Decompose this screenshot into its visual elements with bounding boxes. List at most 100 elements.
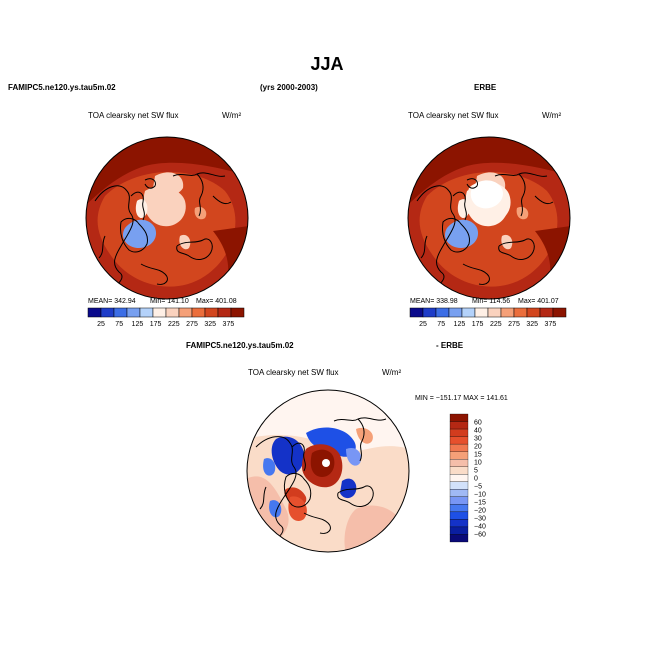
region-north-edge bbox=[86, 137, 248, 206]
colorbar-box bbox=[230, 307, 245, 318]
colorbar-box bbox=[449, 443, 469, 452]
colorbar-tick-label: 125 bbox=[454, 321, 466, 328]
region-blue-far-west bbox=[263, 458, 276, 476]
panel2-mean: MEAN= 338.98 bbox=[410, 298, 458, 305]
coastline-east-1 bbox=[357, 418, 365, 462]
colorbar-tick-label: 30 bbox=[474, 436, 482, 443]
region-red-streak-2 bbox=[288, 496, 307, 521]
coastline-northeast bbox=[534, 195, 554, 205]
left-model-header: FAMIPC5.ne120.ys.tau5m.02 bbox=[8, 83, 116, 92]
panel1-units: W/m² bbox=[222, 111, 242, 120]
colorbar-box bbox=[139, 307, 154, 318]
colorbar-tick-label: 0 bbox=[474, 476, 478, 483]
colorbar-box bbox=[449, 481, 469, 490]
colorbar-box bbox=[474, 307, 489, 318]
colorbar-tick-label: −20 bbox=[474, 508, 486, 515]
diff-model-header: FAMIPC5.ne120.ys.tau5m.02 bbox=[186, 341, 294, 350]
colorbar-tick-label: −40 bbox=[474, 524, 486, 531]
region-blue-southwest bbox=[269, 500, 282, 518]
years-header: (yrs 2000-2003) bbox=[260, 83, 318, 92]
panel1-max: Max= 401.08 bbox=[196, 298, 237, 305]
colorbar-box bbox=[449, 428, 469, 437]
colorbar-tick-label: 25 bbox=[419, 321, 427, 328]
region-arctic bbox=[143, 187, 186, 227]
colorbar-box bbox=[449, 451, 469, 460]
region-north-edge bbox=[408, 137, 570, 206]
polar-gap bbox=[322, 459, 330, 467]
region-blue-west bbox=[271, 436, 305, 475]
colorbar-tick-label: 20 bbox=[474, 444, 482, 451]
colorbar-box bbox=[449, 436, 469, 445]
coastline-greenland bbox=[442, 217, 470, 253]
panel3-polar-map bbox=[246, 389, 410, 553]
panel2-units: W/m² bbox=[542, 111, 562, 120]
panel1-title: TOA clearsky net SW flux bbox=[88, 111, 179, 120]
region-patch-south bbox=[501, 234, 513, 250]
coastline-south bbox=[462, 263, 490, 285]
coastline-west bbox=[255, 436, 297, 540]
colorbar-tick-label: 275 bbox=[508, 321, 520, 328]
colorbar-tick-label: −10 bbox=[474, 492, 486, 499]
colorbar-box bbox=[449, 413, 469, 422]
diff-obs-header: - ERBE bbox=[436, 341, 464, 350]
colorbar-box bbox=[178, 307, 193, 318]
panel1-mean: MEAN= 342.94 bbox=[88, 298, 136, 305]
coastline-west bbox=[94, 185, 134, 287]
colorbar-box bbox=[539, 307, 554, 318]
colorbar-tick-label: 75 bbox=[437, 321, 445, 328]
colorbar-tick-label: 175 bbox=[472, 321, 484, 328]
coastline-archipelago-1 bbox=[130, 191, 145, 221]
colorbar-tick-label: −5 bbox=[474, 484, 482, 491]
region-patch-south bbox=[179, 234, 191, 250]
panel2-colorbar: 25 75 125 175 225 275 325 375 bbox=[409, 307, 567, 328]
colorbar-tick-label: 225 bbox=[168, 321, 180, 328]
colorbar-tick-label: 375 bbox=[545, 321, 557, 328]
colorbar-tick-label: −60 bbox=[474, 532, 486, 539]
colorbar-box bbox=[513, 307, 528, 318]
map-border bbox=[407, 136, 571, 300]
colorbar-box bbox=[449, 526, 469, 535]
colorbar-box bbox=[113, 307, 128, 318]
colorbar-box bbox=[409, 307, 424, 318]
colorbar-box bbox=[449, 496, 469, 505]
colorbar-box bbox=[449, 421, 469, 430]
colorbar-box bbox=[500, 307, 515, 318]
panel1-colorbar: 25 75 125 175 225 275 325 375 bbox=[87, 307, 245, 328]
panel1-polar-map bbox=[85, 136, 249, 300]
colorbar-box bbox=[449, 459, 469, 467]
colorbar-tick-label: 225 bbox=[490, 321, 502, 328]
map-border bbox=[246, 389, 410, 553]
coastline-east-2 bbox=[176, 238, 213, 260]
colorbar-tick-label: 10 bbox=[474, 460, 482, 467]
colorbar-box bbox=[100, 307, 115, 318]
coastline-archipelago-1 bbox=[291, 442, 306, 472]
colorbar-tick-label: 175 bbox=[150, 321, 162, 328]
colorbar-box bbox=[87, 307, 102, 318]
region-polar-gap bbox=[470, 180, 503, 209]
region-blue-east bbox=[346, 447, 362, 466]
panel3-units: W/m² bbox=[382, 368, 402, 377]
right-obs-header: ERBE bbox=[474, 83, 497, 92]
coastline-east-2 bbox=[337, 485, 374, 507]
colorbar-box bbox=[552, 307, 567, 318]
coastline-southwest bbox=[420, 235, 428, 259]
colorbar-box bbox=[449, 489, 469, 497]
coastline-west bbox=[416, 185, 456, 287]
colorbar-tick-label: 325 bbox=[204, 321, 216, 328]
coastline-east-1 bbox=[518, 173, 526, 217]
coastline-east-1 bbox=[196, 173, 204, 217]
colorbar-tick-label: 60 bbox=[474, 420, 482, 427]
panel2-min: Min= 114.56 bbox=[472, 298, 511, 305]
colorbar-box bbox=[152, 307, 167, 318]
colorbar-tick-label: −15 bbox=[474, 500, 486, 507]
colorbar-box bbox=[165, 307, 180, 318]
panel3-minmax: MIN = −151.17 MAX = 141.61 bbox=[415, 395, 508, 402]
page-title: JJA bbox=[310, 54, 344, 74]
coastline-archipelago-1 bbox=[452, 191, 467, 221]
colorbar-box bbox=[449, 466, 469, 475]
coastline-archipelago-2 bbox=[144, 178, 156, 189]
coastline-archipelago-2 bbox=[466, 178, 478, 189]
panel1-min: Min= 141.10 bbox=[150, 298, 189, 305]
colorbar-box bbox=[217, 307, 232, 318]
